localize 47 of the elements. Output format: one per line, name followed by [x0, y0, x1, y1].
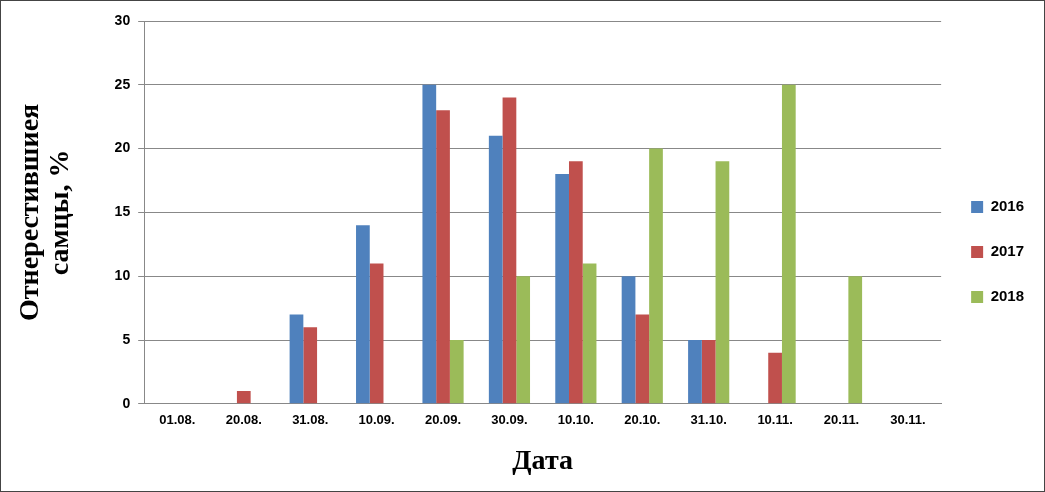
bar: [768, 352, 782, 404]
y-tick-label: 0: [122, 394, 131, 411]
bar: [449, 340, 464, 404]
x-tick-label: 01.08.: [159, 412, 196, 428]
y-axis-title: Отнерестившиея самцы, %: [12, 103, 75, 322]
bar: [289, 314, 304, 404]
x-tick-label: 31.08.: [292, 412, 329, 428]
bar: [236, 391, 251, 404]
bar: [502, 97, 517, 404]
x-tick-label: 10.10.: [557, 412, 594, 428]
bar: [369, 263, 384, 404]
bar: [582, 263, 597, 404]
x-tick-label: 20.08.: [225, 412, 262, 428]
bar: [303, 327, 318, 404]
bar: [635, 314, 650, 404]
legend-label: 2017: [990, 242, 1025, 260]
y-tick-label: 10: [114, 267, 131, 284]
bar: [848, 276, 863, 404]
y-tick-label: 25: [114, 75, 131, 92]
x-tick-label: 20.11.: [823, 412, 860, 428]
y-tick-label: 20: [114, 139, 131, 156]
y-tick-label: 30: [114, 11, 131, 28]
bar: [701, 340, 716, 404]
x-tick-label: 20.10.: [624, 412, 661, 428]
bar: [488, 135, 503, 404]
x-axis-title: Дата: [512, 444, 573, 476]
bar: [569, 161, 583, 404]
bar: [555, 174, 569, 404]
bar: [516, 276, 531, 404]
bar: [422, 84, 437, 404]
bar: [436, 110, 450, 404]
x-tick-label: 20.09.: [424, 412, 462, 428]
x-tick-label: 10.09.: [358, 412, 395, 428]
bar: [781, 84, 796, 404]
y-tick-label: 15: [114, 203, 131, 220]
legend-label: 2018: [990, 287, 1025, 305]
bar: [649, 148, 663, 404]
x-tick-label: 10.11.: [757, 412, 793, 428]
legend-label: 2016: [990, 197, 1025, 215]
x-tick-label: 31.10.: [690, 412, 727, 428]
bar: [688, 340, 702, 404]
x-tick-label: 30.09.: [491, 412, 528, 428]
x-tick-label: 30.11.: [890, 412, 926, 428]
bar: [356, 225, 370, 404]
bar: [715, 161, 730, 404]
y-tick-label: 5: [122, 330, 131, 347]
bar: [621, 276, 636, 404]
